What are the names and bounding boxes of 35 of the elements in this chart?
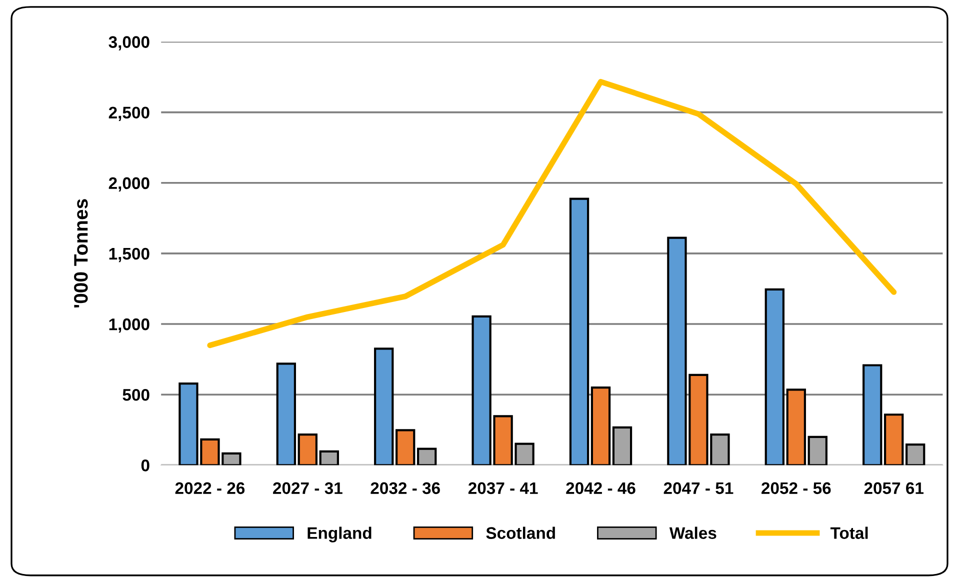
- bar: [612, 426, 632, 466]
- y-tick-label: 500: [122, 388, 150, 401]
- legend-label: Total: [830, 526, 868, 539]
- x-tick-label: 2052 - 56: [762, 482, 831, 494]
- x-tick-label: 2037 - 41: [468, 482, 538, 494]
- bar: [417, 448, 437, 466]
- y-tick-label: 2,000: [108, 177, 150, 192]
- y-tick-label: 2,500: [108, 106, 150, 121]
- x-tick-label: 2057 61: [864, 482, 924, 494]
- bar: [862, 364, 882, 466]
- bar: [884, 414, 904, 466]
- legend-label: Scotland: [486, 526, 555, 539]
- x-tick-label: 2022 - 26: [175, 482, 245, 494]
- bar: [298, 433, 318, 466]
- y-tick-label: 0: [141, 460, 150, 472]
- bar: [808, 436, 828, 466]
- y-tick-label: 1,000: [109, 318, 150, 333]
- y-tick-label: 1,500: [109, 248, 150, 262]
- x-tick-label: 2042 - 46: [566, 482, 636, 494]
- x-tick-label: 2032 - 36: [370, 482, 440, 494]
- x-tick-label: 2027 - 31: [273, 482, 342, 494]
- y-axis-title: '000 Tonnes: [74, 199, 88, 308]
- legend-label: England: [308, 526, 372, 542]
- bar: [319, 450, 339, 466]
- bar: [764, 288, 784, 466]
- x-tick-label: 2047 - 51: [664, 482, 734, 494]
- y-tick-label: 3,000: [108, 36, 150, 50]
- bar: [396, 429, 416, 466]
- bar: [276, 362, 296, 466]
- legend-label: Wales: [669, 526, 716, 539]
- bar: [569, 198, 590, 466]
- bar: [374, 348, 394, 466]
- bar: [590, 386, 611, 466]
- bar: [906, 444, 926, 466]
- bar: [786, 388, 806, 466]
